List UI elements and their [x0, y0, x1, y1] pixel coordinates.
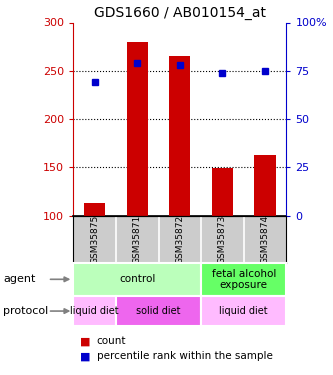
Text: ■: ■ — [80, 351, 91, 361]
Bar — [73, 263, 201, 296]
Text: ■: ■ — [80, 336, 91, 346]
Text: control: control — [119, 274, 156, 284]
Title: GDS1660 / AB010154_at: GDS1660 / AB010154_at — [94, 6, 266, 20]
Text: percentile rank within the sample: percentile rank within the sample — [97, 351, 272, 361]
Text: GSM35875: GSM35875 — [90, 214, 99, 264]
Text: agent: agent — [3, 274, 36, 284]
Text: protocol: protocol — [3, 306, 49, 316]
Text: GSM35871: GSM35871 — [133, 214, 142, 264]
Text: count: count — [97, 336, 126, 346]
Text: GSM35874: GSM35874 — [260, 215, 270, 264]
Bar — [212, 168, 233, 216]
Bar — [116, 296, 201, 326]
Text: fetal alcohol
exposure: fetal alcohol exposure — [211, 268, 276, 290]
Bar — [254, 155, 276, 216]
Text: GSM35872: GSM35872 — [175, 215, 184, 264]
Text: solid diet: solid diet — [136, 306, 181, 316]
Bar — [169, 56, 190, 216]
Bar — [127, 42, 148, 216]
Text: liquid diet: liquid diet — [70, 306, 119, 316]
Text: liquid diet: liquid diet — [219, 306, 268, 316]
Text: GSM35873: GSM35873 — [218, 214, 227, 264]
Bar — [73, 296, 116, 326]
Bar — [84, 203, 105, 216]
Bar — [201, 263, 286, 296]
Bar — [201, 296, 286, 326]
